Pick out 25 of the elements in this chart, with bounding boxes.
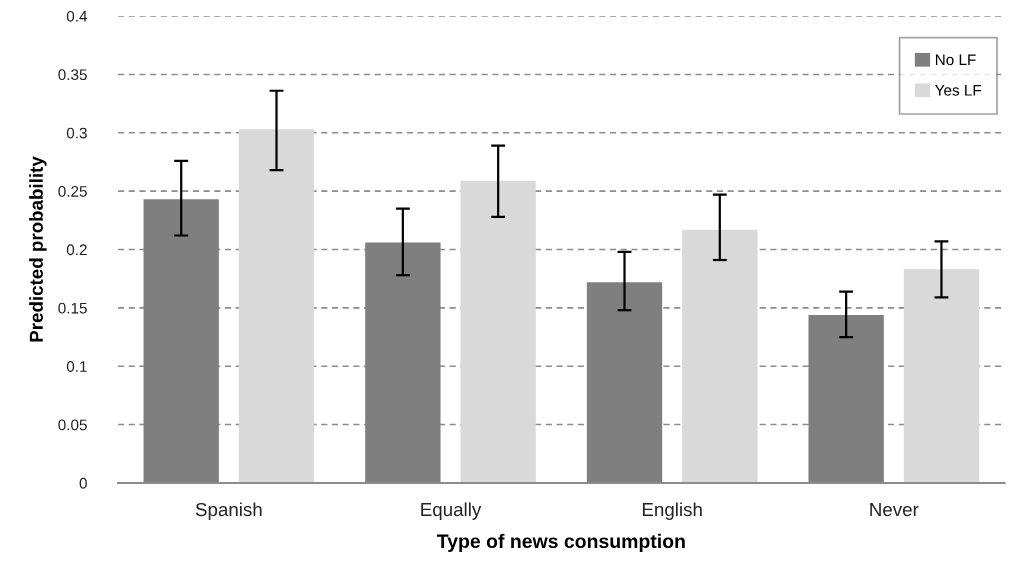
bar [460, 180, 536, 483]
x-tick-label: Never [870, 503, 919, 517]
legend-label: Yes LF [935, 85, 982, 96]
x-tick-label: Equally [421, 502, 482, 520]
y-tick-label: 0 [79, 477, 87, 489]
bar [238, 129, 315, 483]
x-axis-title: Type of news consumption [436, 533, 685, 552]
y-tick-label: 0.4 [66, 10, 88, 22]
bar [365, 242, 441, 483]
x-tick-label: Spanish [195, 502, 262, 520]
y-tick-label: 0.3 [66, 127, 87, 139]
bar [808, 314, 884, 483]
y-tick-label: 0.25 [58, 186, 87, 197]
y-axis-title: Predicted probability [29, 156, 47, 342]
bar [682, 229, 758, 483]
y-tick-label: 0.35 [58, 69, 87, 81]
y-tick-label: 0.1 [66, 361, 87, 372]
legend-label: No LF [935, 54, 976, 66]
y-tick-label: 0.05 [58, 419, 87, 431]
y-tick-label: 0.15 [58, 302, 87, 314]
x-tick-label: English [642, 502, 702, 520]
bar [586, 282, 663, 483]
y-tick-label: 0.2 [66, 244, 87, 256]
bar [143, 199, 219, 483]
bar [903, 269, 980, 483]
